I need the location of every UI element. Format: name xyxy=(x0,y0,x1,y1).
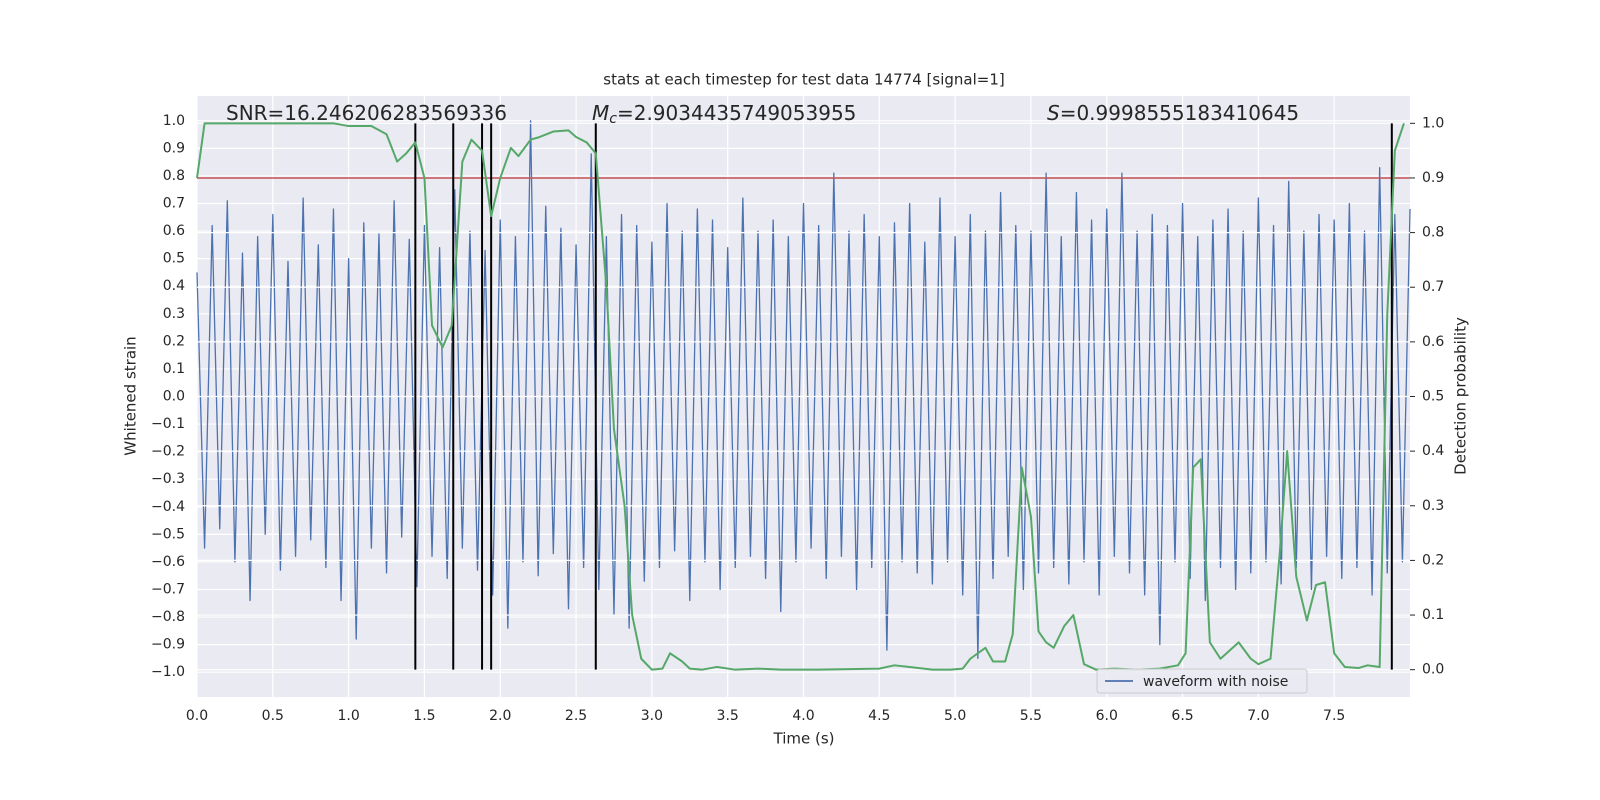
y-tick-label: −0.3 xyxy=(151,471,185,487)
waveform-line xyxy=(196,120,1411,660)
x-tick-label: 7.5 xyxy=(1323,708,1345,724)
x-tick-label: 6.5 xyxy=(1171,708,1193,724)
legend-label: waveform with noise xyxy=(1143,674,1288,690)
y-tick-label: 0.0 xyxy=(163,389,185,405)
y-tick-label: −0.5 xyxy=(151,526,185,542)
x-tick-label: 1.5 xyxy=(413,708,435,724)
legend-box xyxy=(1096,668,1308,694)
annotation: SNR=16.246206283569336 xyxy=(226,101,507,125)
y-tick-label: −0.4 xyxy=(151,499,185,515)
y-tick-label: 0.6 xyxy=(163,223,185,239)
annotation-symbol: M xyxy=(592,101,609,125)
y2-tick-label: 0.8 xyxy=(1422,225,1444,241)
x-tick-label: 7.0 xyxy=(1247,708,1269,724)
y-tick-label: 0.8 xyxy=(163,168,185,184)
x-tick-label: 2.0 xyxy=(489,708,511,724)
y-tick-label: −0.6 xyxy=(151,554,185,570)
y-tick-label: −1.0 xyxy=(151,664,185,680)
y-tick-label: 0.5 xyxy=(163,251,185,267)
y-tick-label: −0.2 xyxy=(151,444,185,460)
y-axis-label: Whitened strain xyxy=(122,336,140,455)
y-tick-label: 0.7 xyxy=(163,196,185,212)
annotation-subscript: c xyxy=(609,111,617,127)
y2-tick-label: 0.2 xyxy=(1422,552,1444,568)
annotation-symbol: S xyxy=(1047,101,1060,125)
y2-tick-label: 0.4 xyxy=(1422,443,1444,459)
x-tick-label: 4.5 xyxy=(868,708,890,724)
annotation-text: =2.9034435749053955 xyxy=(617,101,856,125)
y2-tick-label: 1.0 xyxy=(1422,115,1444,131)
y2-tick-label: 0.3 xyxy=(1422,498,1444,514)
y-tick-label: −0.1 xyxy=(151,416,185,432)
x-axis-label: Time (s) xyxy=(773,730,835,748)
y-tick-label: 1.0 xyxy=(163,113,185,129)
probability-line xyxy=(196,122,1405,671)
x-tick-label: 5.5 xyxy=(1020,708,1042,724)
x-tick-label: 0.5 xyxy=(262,708,284,724)
x-tick-label: 3.0 xyxy=(641,708,663,724)
y2-tick-label: 0.5 xyxy=(1422,389,1444,405)
x-tick-label: 2.5 xyxy=(565,708,587,724)
y2-tick-label: 0.0 xyxy=(1422,662,1444,678)
y2-tick-label: 0.6 xyxy=(1422,334,1444,350)
x-tick-label: 4.0 xyxy=(792,708,814,724)
y2-tick-label: 0.1 xyxy=(1422,607,1444,623)
x-tick-label: 5.0 xyxy=(944,708,966,724)
x-tick-label: 0.0 xyxy=(186,708,208,724)
y2-axis-label: Detection probability xyxy=(1452,317,1470,475)
y-tick-label: 0.3 xyxy=(163,306,185,322)
y-tick-label: 0.4 xyxy=(163,278,185,294)
annotation: S=0.9998555183410645 xyxy=(1047,101,1299,125)
annotation-text: =0.9998555183410645 xyxy=(1060,101,1299,125)
y2-tick-label: 0.9 xyxy=(1422,170,1444,186)
y-tick-label: −0.9 xyxy=(151,637,185,653)
y-tick-label: 0.9 xyxy=(163,140,185,156)
y-tick-label: −0.8 xyxy=(151,609,185,625)
x-tick-label: 3.5 xyxy=(717,708,739,724)
x-tick-label: 1.0 xyxy=(337,708,359,724)
annotation-text: SNR=16.246206283569336 xyxy=(226,101,507,125)
y-tick-label: 0.2 xyxy=(163,333,185,349)
y2-tick-label: 0.7 xyxy=(1422,279,1444,295)
chart-title: stats at each timestep for test data 147… xyxy=(603,71,1004,89)
y-tick-label: −0.7 xyxy=(151,581,185,597)
x-tick-label: 6.0 xyxy=(1096,708,1118,724)
y-tick-label: 0.1 xyxy=(163,361,185,377)
annotation: Mc=2.9034435749053955 xyxy=(592,101,856,128)
